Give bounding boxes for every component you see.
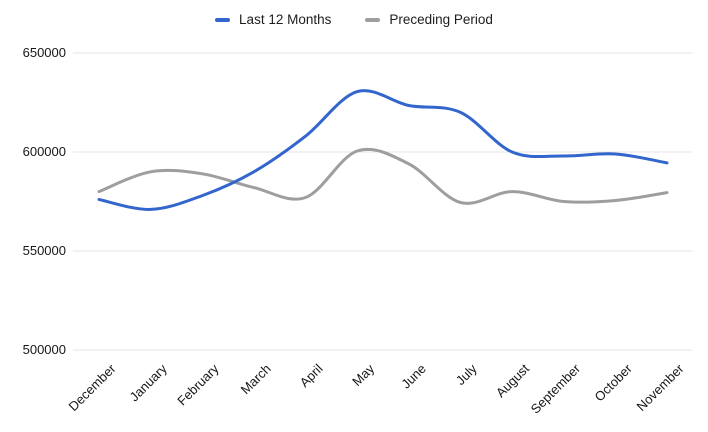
y-axis-tick-label: 650000 [22,45,66,60]
legend-item-preceding-period[interactable]: Preceding Period [365,12,493,28]
legend-item-last-12-months[interactable]: Last 12 Months [215,12,331,28]
series-line-last-12-months [97,89,669,211]
y-axis-tick-label: 550000 [22,243,66,258]
chart-legend: Last 12 Months Preceding Period [0,12,708,28]
legend-swatch-last-12-months [215,18,231,22]
series-line-preceding-period [97,147,669,205]
legend-label: Preceding Period [389,12,493,27]
y-axis-tick-label: 600000 [22,144,66,159]
legend-swatch-preceding-period [365,18,381,22]
y-axis-tick-label: 500000 [22,342,66,357]
legend-label: Last 12 Months [239,12,332,27]
